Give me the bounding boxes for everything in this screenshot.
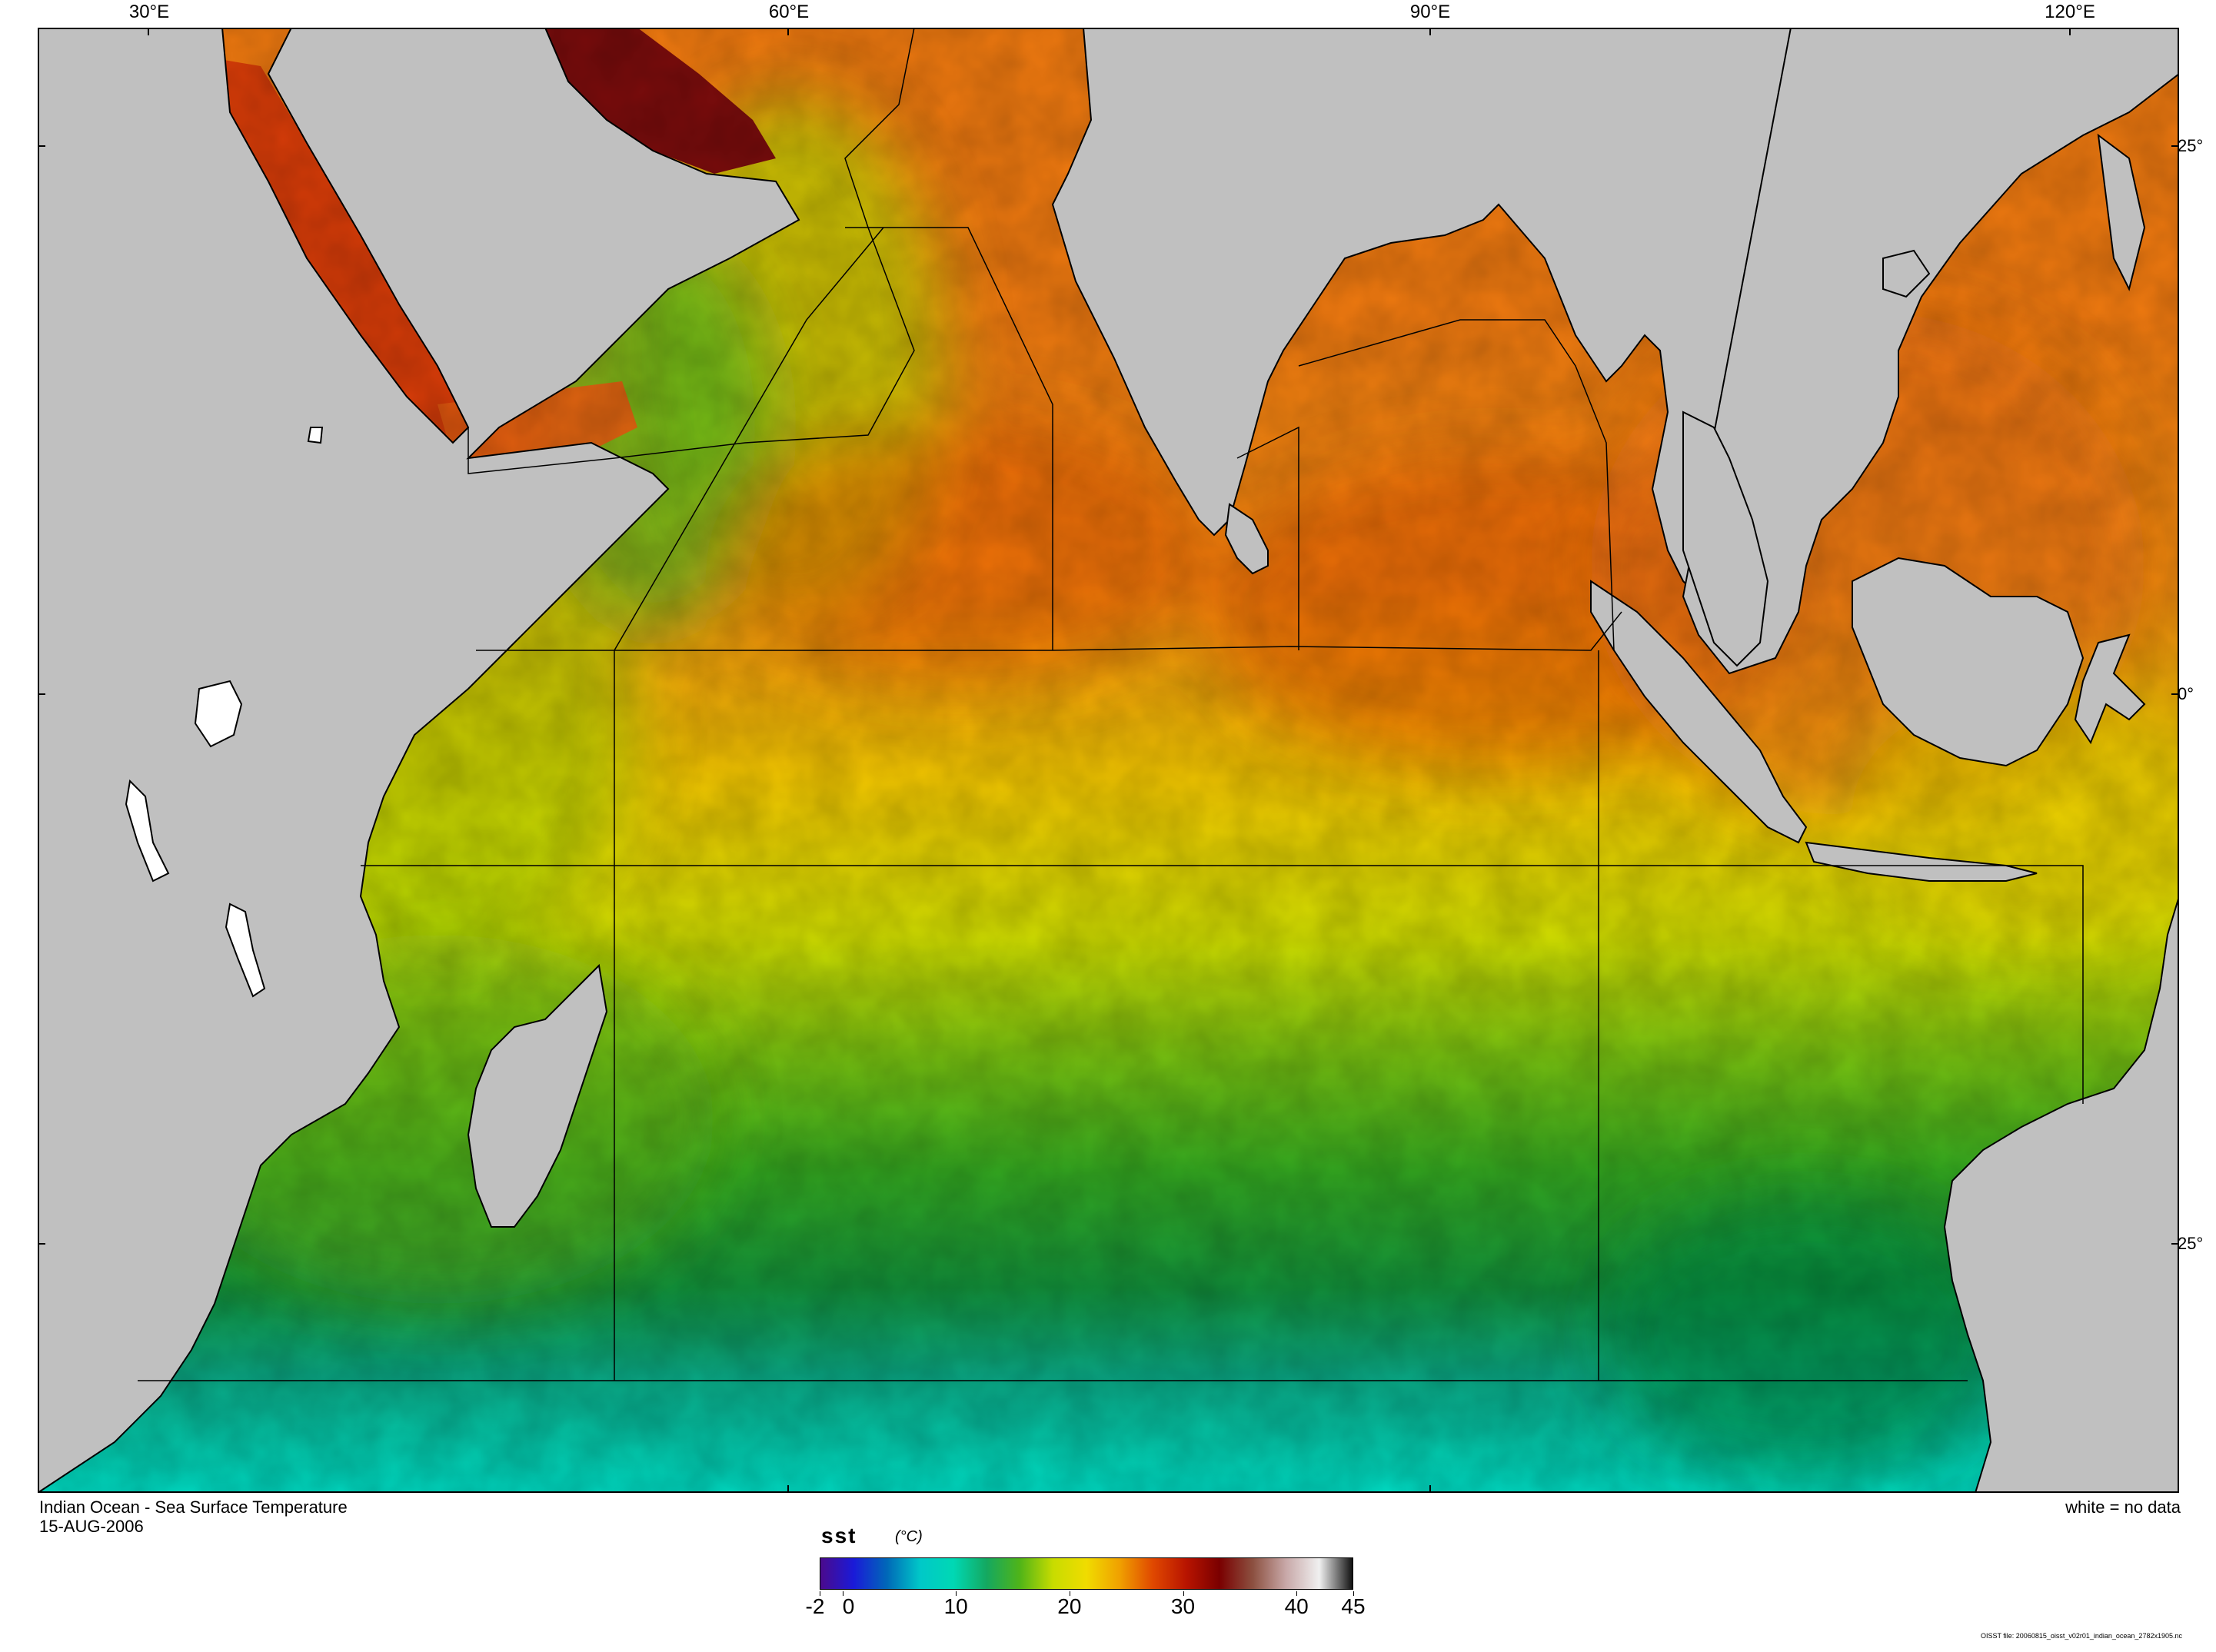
colorbar-variable-label: sst xyxy=(821,1524,857,1547)
colorbar-tick xyxy=(1353,1591,1354,1596)
source-file-note: OISST file: 20060815_oisst_v02r01_indian… xyxy=(1980,1632,2182,1640)
lat-label-25n: 25° xyxy=(2178,136,2204,155)
philippines xyxy=(2097,133,2146,291)
map-title: Indian Ocean - Sea Surface Temperature xyxy=(39,1497,348,1517)
colorbar-tick-label: 20 xyxy=(1057,1594,1082,1618)
colorbar-tick xyxy=(1296,1591,1298,1596)
colorbar-tick xyxy=(1183,1591,1184,1596)
colorbar-tick-label: -2 xyxy=(805,1594,825,1618)
australia xyxy=(1943,896,2179,1493)
colorbar-tick-label: 10 xyxy=(943,1594,968,1618)
lat-label-25s: 25° xyxy=(2178,1234,2204,1253)
colorbar-tick-label: 30 xyxy=(1170,1594,1196,1618)
colorbar-tick-label: 40 xyxy=(1284,1594,1309,1618)
java xyxy=(1805,841,2038,882)
sulawesi xyxy=(2074,633,2146,745)
sumatra xyxy=(1590,580,1808,844)
madagascar xyxy=(467,963,608,1228)
borneo xyxy=(1852,557,2085,767)
sst-colorbar xyxy=(820,1557,1353,1590)
lon-label-30e: 30°E xyxy=(128,2,170,22)
hainan xyxy=(1882,249,1931,298)
malay-peninsula xyxy=(1682,411,1769,667)
lon-label-90e: 90°E xyxy=(1409,2,1451,22)
colorbar-tick-label: 0 xyxy=(842,1594,855,1618)
map-date: 15-AUG-2006 xyxy=(39,1517,144,1536)
map-border xyxy=(38,28,2179,1493)
colorbar-tick-label: 45 xyxy=(1341,1594,1366,1618)
region-boundaries xyxy=(138,28,2084,1381)
no-data-legend: white = no data xyxy=(2065,1497,2181,1517)
lat-label-0: 0° xyxy=(2178,684,2194,703)
sst-map xyxy=(38,28,2179,1493)
colorbar-tick xyxy=(956,1591,957,1596)
lon-label-60e: 60°E xyxy=(768,2,810,22)
lon-label-120e: 120°E xyxy=(2045,2,2095,22)
no-data-areas xyxy=(125,427,324,998)
colorbar-unit-label: (°C) xyxy=(895,1528,923,1545)
land xyxy=(38,28,2179,1493)
sri-lanka xyxy=(1224,503,1269,575)
southeast-asia xyxy=(1682,28,2179,675)
